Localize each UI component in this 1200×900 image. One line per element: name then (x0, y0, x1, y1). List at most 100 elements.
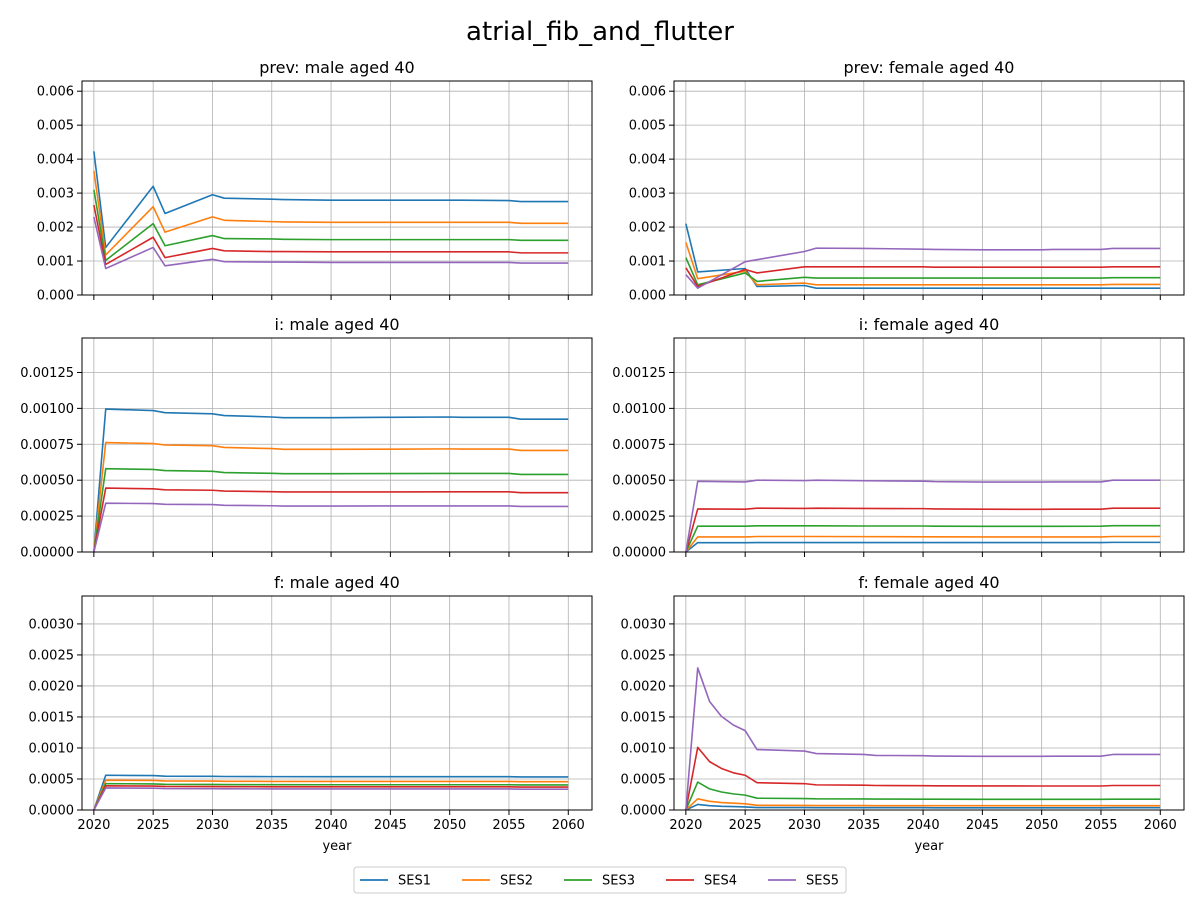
series-line-ses1 (93, 151, 569, 249)
series-line-ses3 (93, 782, 569, 811)
axes-frame (673, 595, 1185, 811)
subplot-3: i: male aged 40 0.00000 0.00025 0.00050 0.00… (20, 315, 593, 561)
x-tick-label: 2030 (196, 818, 229, 833)
y-tick-label: 0.001 (629, 255, 666, 270)
series-line-ses3 (685, 257, 1161, 286)
legend-box (353, 866, 847, 894)
y-tick-label: 0.006 (37, 85, 74, 100)
series-line-ses5 (685, 247, 1161, 290)
legend-item-ses3: SES3 (564, 874, 635, 889)
x-tick-label: 2045 (374, 818, 407, 833)
series-line-ses5 (93, 787, 569, 811)
axes-frame (81, 80, 593, 296)
series-line-ses5 (93, 216, 569, 270)
y-tick-label: 0.002 (37, 221, 74, 236)
axes-frame (673, 337, 1185, 553)
y-tick-label: 0.00025 (612, 510, 666, 525)
y-tick-label: 0.0030 (29, 617, 75, 632)
x-tick-label: 2020 (669, 818, 702, 833)
x-axis-label: year (914, 839, 944, 854)
y-tick-label: 0.00125 (20, 366, 74, 381)
series-line-ses2 (93, 441, 569, 553)
y-tick-label: 0.001 (37, 255, 74, 270)
subplot-4: i: female aged 40 0.00000 0.00025 0.00050 0.… (612, 315, 1185, 561)
y-tick-label: 0.003 (37, 187, 74, 202)
x-tick-label: 2025 (729, 818, 762, 833)
series-line-ses1 (93, 408, 569, 553)
y-tick-label: 0.00100 (612, 402, 666, 417)
y-tick-label: 0.003 (629, 187, 666, 202)
x-tick-label: 2055 (1084, 818, 1117, 833)
subplot-title: prev: female aged 40 (844, 58, 1015, 77)
series-line-ses4 (685, 746, 1161, 811)
y-tick-label: 0.00025 (20, 510, 74, 525)
legend-item-ses4: SES4 (666, 874, 737, 889)
y-tick-label: 0.00075 (20, 438, 74, 453)
figure-title: atrial_fib_and_flutter (466, 17, 734, 47)
series-line-ses5 (685, 667, 1161, 811)
y-tick-label: 0.0015 (621, 710, 667, 725)
axes-frame (81, 337, 593, 553)
series-line-ses3 (93, 189, 569, 262)
legend-label: SES5 (806, 874, 839, 889)
x-tick-label: 2055 (492, 818, 525, 833)
series-line-ses1 (685, 223, 1161, 290)
y-tick-label: 0.0030 (621, 617, 667, 632)
subplot-title: i: male aged 40 (274, 315, 399, 334)
subplot-title: f: male aged 40 (274, 573, 400, 592)
series-line-ses4 (685, 266, 1161, 288)
x-tick-label: 2030 (788, 818, 821, 833)
x-tick-label: 2060 (552, 818, 585, 833)
subplot-title: f: female aged 40 (858, 573, 999, 592)
series-line-ses5 (685, 479, 1161, 553)
series-line-ses1 (685, 541, 1161, 553)
legend-item-ses2: SES2 (462, 874, 533, 889)
y-tick-label: 0.004 (629, 153, 666, 168)
series-line-ses2 (685, 798, 1161, 811)
y-tick-label: 0.00000 (20, 546, 74, 561)
series-line-ses5 (93, 502, 569, 553)
series-line-ses1 (685, 803, 1161, 811)
y-tick-label: 0.002 (629, 221, 666, 236)
y-tick-label: 0.005 (629, 119, 666, 134)
subplot-grid: prev: male aged 40 0.000 0.001 0.002 0.003 0.… (20, 58, 1185, 854)
subplot-2: prev: female aged 40 0.000 0.001 0.002 0.003… (629, 58, 1185, 304)
y-tick-label: 0.0025 (29, 648, 75, 663)
series-line-ses4 (93, 204, 569, 266)
y-tick-label: 0.00000 (612, 546, 666, 561)
x-tick-label: 2035 (847, 818, 880, 833)
y-tick-label: 0.0020 (621, 679, 667, 694)
legend-item-ses5: SES5 (768, 874, 839, 889)
axes-frame (81, 595, 593, 811)
subplot-5: f: male aged 40 2020 2025 2030 2035 2040 2045 2… (29, 573, 593, 854)
y-tick-label: 0.0015 (29, 710, 75, 725)
series-line-ses3 (685, 781, 1161, 811)
y-tick-label: 0.0005 (621, 772, 667, 787)
y-tick-label: 0.00075 (612, 438, 666, 453)
series-line-ses4 (93, 487, 569, 553)
legend-item-ses1: SES1 (360, 874, 431, 889)
y-tick-label: 0.00100 (20, 402, 74, 417)
series-line-ses4 (685, 507, 1161, 553)
subplot-6: f: female aged 40 2020 2025 2030 2035 2040 204… (621, 573, 1185, 854)
x-tick-label: 2035 (255, 818, 288, 833)
y-tick-label: 0.00050 (612, 474, 666, 489)
legend: SES1 SES2 SES3 SES4 SES5 (353, 866, 847, 894)
y-tick-label: 0.006 (629, 85, 666, 100)
series-line-ses2 (93, 170, 569, 256)
x-tick-label: 2040 (315, 818, 348, 833)
x-tick-label: 2050 (1025, 818, 1058, 833)
y-tick-label: 0.00050 (20, 474, 74, 489)
y-tick-label: 0.0005 (29, 772, 75, 787)
series-line-ses2 (685, 535, 1161, 553)
y-tick-label: 0.0010 (29, 741, 75, 756)
x-tick-label: 2040 (907, 818, 940, 833)
series-line-ses3 (93, 467, 569, 553)
y-tick-label: 0.005 (37, 119, 74, 134)
series-line-ses4 (93, 785, 569, 811)
y-tick-label: 0.000 (629, 289, 666, 304)
y-tick-label: 0.000 (37, 289, 74, 304)
series-line-ses1 (93, 774, 569, 811)
x-tick-label: 2020 (77, 818, 110, 833)
